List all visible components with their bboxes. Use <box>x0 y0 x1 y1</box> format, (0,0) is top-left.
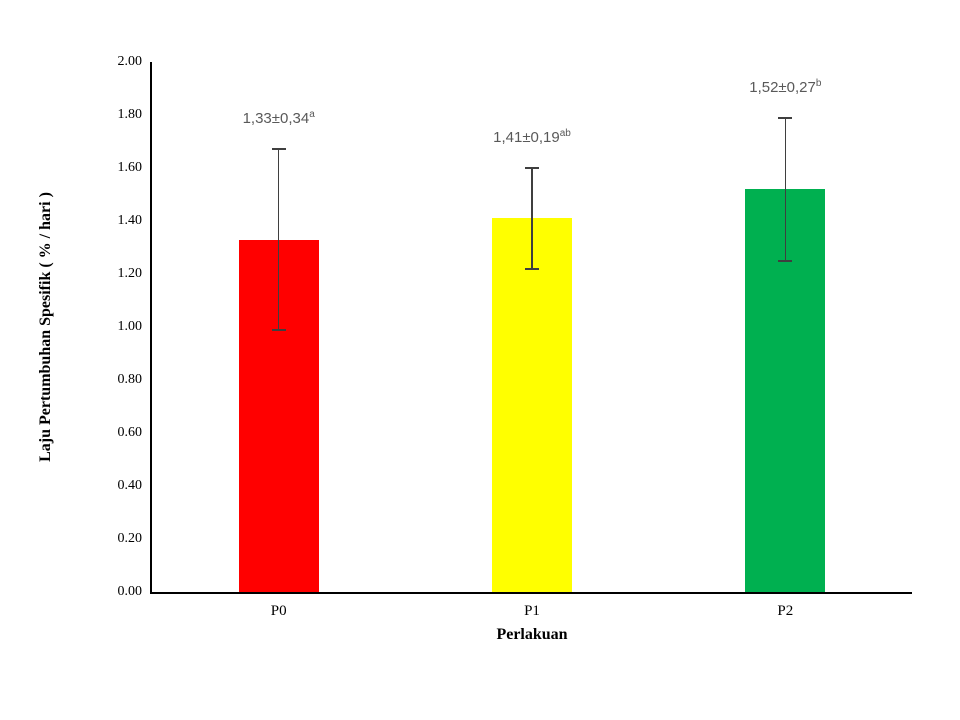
data-label-superscript: a <box>309 109 315 121</box>
error-bar-cap-bottom-p0 <box>271 328 286 331</box>
error-bar-cap-top-p1 <box>525 167 539 169</box>
data-label-superscript: b <box>815 77 822 89</box>
x-category-label-p1: P1 <box>524 603 540 619</box>
error-bar-line-p2 <box>784 117 787 261</box>
data-label-value: 1,33±0,34 <box>242 110 310 128</box>
y-tick-label: 0.40 <box>117 478 143 493</box>
error-bar-cap-top-p0 <box>271 148 286 151</box>
error-bar-cap-bottom-p2 <box>778 259 793 262</box>
data-label-p1: 1,41±0,19ab <box>493 128 571 146</box>
x-category-label-p2: P2 <box>777 603 794 619</box>
bar-p1 <box>492 218 572 592</box>
y-tick-label: 1.60 <box>117 160 143 175</box>
y-tick-label: 0.20 <box>117 531 143 546</box>
y-axis-line <box>150 62 152 592</box>
x-axis-line <box>150 592 912 594</box>
data-label-value: 1,52±0,27 <box>749 78 816 96</box>
y-tick-label: 1.40 <box>117 213 143 228</box>
y-tick-label: 0.60 <box>117 425 143 440</box>
x-category-label-p0: P0 <box>270 603 287 619</box>
y-tick-label: 0.00 <box>117 584 143 599</box>
error-bar-line-p1 <box>531 168 533 269</box>
error-bar-cap-bottom-p1 <box>525 267 539 270</box>
y-tick-label: 2.00 <box>117 54 143 69</box>
data-label-p0: 1,33±0,34a <box>243 109 315 127</box>
y-tick-label: 1.80 <box>117 107 143 122</box>
data-label-superscript: ab <box>559 128 571 139</box>
error-bar-cap-top-p2 <box>778 116 793 119</box>
y-axis-title: Laju Pertumbuhan Spesifik ( % / hari ) <box>37 192 54 462</box>
data-label-value: 1,41±0,19 <box>493 129 560 146</box>
x-axis-title: Perlakuan <box>496 626 568 643</box>
error-bar-line-p0 <box>277 149 280 330</box>
y-tick-label: 1.20 <box>117 266 143 281</box>
y-tick-label: 1.00 <box>117 319 143 334</box>
y-tick-label: 0.80 <box>117 372 143 387</box>
data-label-p2: 1,52±0,27b <box>749 78 821 96</box>
